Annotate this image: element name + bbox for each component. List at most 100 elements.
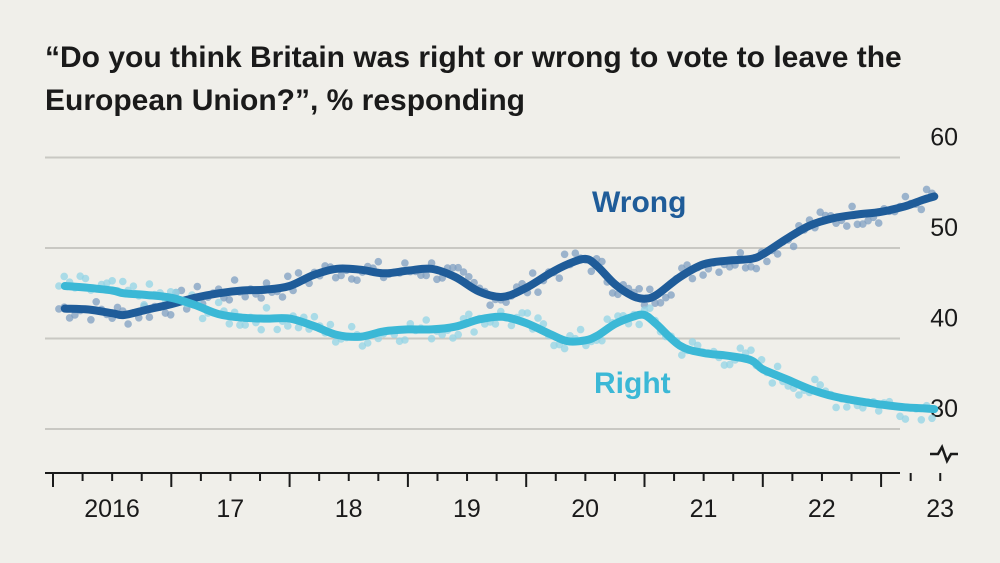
x-tick-label-17: 17	[216, 495, 244, 523]
wrong-poll-dot	[560, 250, 569, 259]
right-poll-dot	[874, 407, 883, 415]
right-poll-dot	[119, 277, 127, 286]
right-poll-dot	[603, 315, 611, 324]
right-poll-dot	[811, 375, 819, 384]
wrong-poll-dot	[688, 274, 697, 283]
x-tick-label-20: 20	[571, 495, 599, 523]
right-poll-dot	[326, 320, 335, 329]
right-poll-dot	[454, 330, 463, 339]
y-tick-label: 40	[930, 305, 958, 333]
wrong-poll-dot	[917, 205, 926, 214]
wrong-poll-dot	[124, 320, 132, 328]
y-tick-label: 60	[930, 124, 958, 152]
right-poll-dot	[363, 339, 372, 347]
wrong-poll-dot	[853, 220, 862, 229]
right-poll-dot	[108, 277, 116, 285]
wrong-poll-dot	[459, 268, 468, 276]
gridlines	[45, 156, 900, 430]
right-poll-dot	[81, 274, 90, 283]
wrong-poll-dot	[417, 271, 425, 280]
title-question: “Do you think Britain was right or wrong…	[45, 41, 902, 117]
wrong-poll-dot	[752, 264, 761, 273]
x-axis: 2016 17 18 19 20 21 22 23	[45, 472, 954, 523]
wrong-poll-dot	[667, 291, 675, 299]
right-poll-dot	[678, 351, 686, 359]
right-poll-dot	[470, 328, 478, 336]
right-poll-dot	[646, 304, 654, 313]
wrong-poll-dot	[284, 272, 292, 281]
wrong-poll-dot	[92, 298, 100, 306]
right-poll-dot	[236, 321, 244, 329]
wrong-poll-dot	[555, 274, 564, 283]
wrong-poll-dot	[230, 276, 239, 284]
right-poll-dot	[816, 381, 824, 389]
wrong-poll-dot	[646, 285, 654, 294]
right-poll-dot	[145, 280, 154, 288]
x-tick-label-18: 18	[335, 495, 363, 523]
right-poll-dot	[928, 414, 936, 423]
wrong-poll-dot	[262, 279, 271, 287]
y-tick-label: 50	[930, 214, 958, 242]
right-poll-dot	[725, 360, 734, 369]
wrong-poll-dot	[736, 249, 745, 257]
wrong-poll-dot	[454, 263, 463, 272]
right-poll-dot	[523, 309, 532, 317]
x-tick-label-2016: 2016	[84, 495, 140, 523]
wrong-poll-dot	[71, 311, 79, 319]
wrong-poll-dot	[587, 267, 596, 276]
wrong-poll-dot	[278, 293, 287, 301]
x-tick-label-23: 23	[926, 495, 954, 523]
right-poll-dot	[427, 334, 436, 343]
wrong-poll-dot	[337, 271, 345, 280]
right-poll-dot	[273, 325, 282, 334]
wrong-poll-dot	[715, 268, 723, 277]
wrong-poll-dot	[294, 269, 303, 277]
wrong-poll-dot	[571, 249, 580, 257]
right-poll-dot	[422, 316, 431, 324]
right-poll-dot	[917, 416, 926, 424]
wrong-poll-dot	[241, 292, 249, 301]
right-poll-dot	[560, 344, 569, 353]
wrong-poll-dot	[257, 294, 266, 302]
wrong-poll-dot	[113, 303, 122, 312]
wrong-poll-dot	[773, 250, 782, 258]
wrong-poll-dot	[422, 271, 431, 280]
wrong-poll-dot	[528, 269, 537, 277]
right-poll-dot	[55, 282, 63, 290]
right-poll-dot	[198, 314, 207, 323]
right-poll-dot	[736, 344, 745, 353]
right-poll-dot	[129, 282, 138, 291]
right-series-label: Right	[594, 367, 671, 400]
wrong-poll-dot	[534, 288, 542, 297]
wrong-poll-dot	[465, 273, 473, 281]
wrong-poll-dot	[353, 276, 361, 285]
x-tick-label-22: 22	[808, 495, 836, 523]
right-poll-dot	[214, 298, 223, 307]
wrong-poll-dot	[789, 242, 798, 251]
right-poll-dot	[262, 304, 271, 312]
axis-break-icon	[930, 444, 958, 464]
wrong-poll-dot	[225, 296, 234, 304]
right-poll-dot	[693, 341, 702, 350]
right-poll-dot	[491, 320, 500, 328]
x-tick-label-19: 19	[453, 495, 481, 523]
wrong-trend-line	[60, 192, 939, 320]
right-poll-dot	[241, 321, 249, 329]
wrong-poll-dot	[145, 313, 154, 322]
right-poll-dot	[635, 320, 643, 329]
x-tick-label-21: 21	[690, 495, 718, 523]
right-poll-dot	[465, 310, 473, 319]
wrong-poll-dot	[449, 263, 457, 272]
wrong-poll-dot	[843, 222, 851, 230]
right-poll-dot	[576, 325, 585, 334]
right-poll-dot	[60, 272, 68, 281]
series-lines	[60, 192, 939, 414]
right-poll-dot	[534, 314, 542, 322]
wrong-poll-dot	[166, 311, 175, 319]
wrong-poll-dot	[763, 257, 771, 266]
wrong-poll-dot	[486, 301, 494, 310]
right-poll-dot	[284, 322, 292, 330]
wrong-poll-dot	[922, 185, 931, 194]
